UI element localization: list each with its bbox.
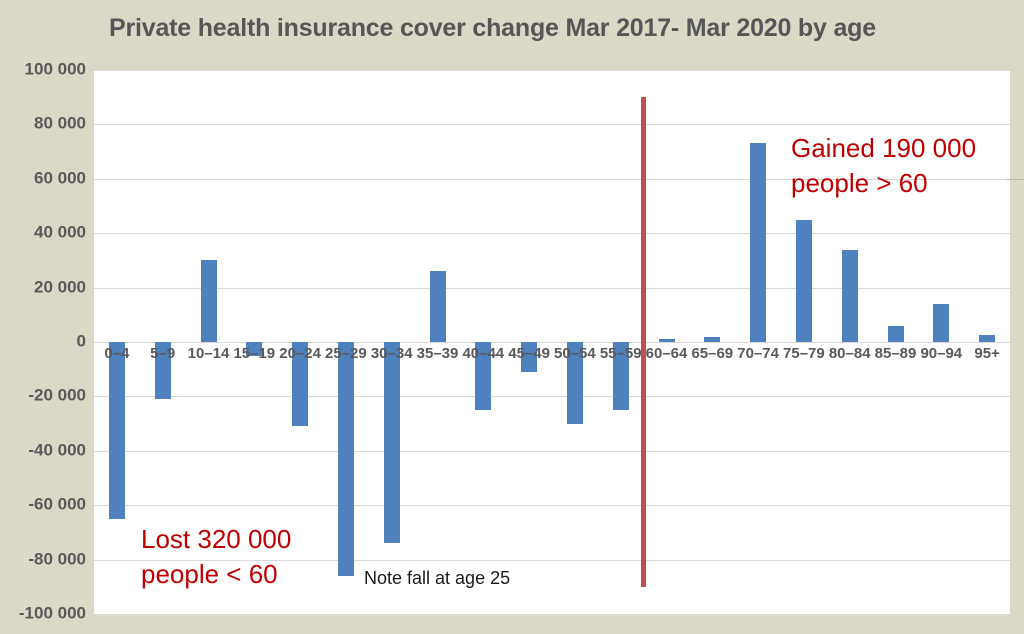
chart-title: Private health insurance cover change Ma…	[109, 14, 876, 42]
bar-40–44	[475, 342, 492, 410]
gridline	[94, 505, 1010, 507]
bar-45–49	[521, 342, 538, 372]
annotation-line: people < 60	[141, 559, 278, 589]
gridline	[94, 287, 1010, 289]
gridline	[94, 70, 1010, 71]
bar-60–64	[658, 339, 675, 342]
bar-30–34	[383, 342, 400, 544]
gridline	[94, 559, 1010, 561]
x-axis-label: 60–64	[645, 345, 688, 362]
bar-5–9	[154, 342, 171, 400]
y-axis-tick-label: 20 000	[34, 277, 86, 297]
gridline	[94, 233, 1010, 235]
y-axis-tick-label: -20 000	[28, 385, 86, 405]
plot-area	[94, 70, 1010, 615]
bar-55–59	[612, 342, 629, 410]
gridline	[94, 342, 1010, 343]
x-axis-label: 50–54	[554, 345, 596, 362]
x-axis-label: 55–59	[599, 345, 642, 362]
x-axis-label: 75–79	[783, 345, 825, 362]
x-axis-label: 5–9	[150, 345, 176, 362]
annotation-note-age-25: Note fall at age 25	[364, 568, 511, 588]
x-axis-label: 15–19	[233, 345, 276, 362]
bar-10–14	[200, 260, 217, 342]
annotation-lost-under-60: Lost 320 000 people < 60	[141, 522, 291, 592]
annotation-gained-over-60: Gained 190 000 people > 60	[791, 131, 976, 201]
bar-0–4	[108, 342, 125, 519]
x-axis-label: 65–69	[691, 345, 734, 362]
gridline	[94, 396, 1010, 398]
x-axis-label: 70–74	[737, 345, 779, 362]
gridline	[94, 178, 1010, 180]
bar-35–39	[429, 271, 446, 342]
bar-70–74	[750, 143, 767, 342]
bar-75–79	[795, 219, 812, 342]
bar-95+	[979, 335, 996, 342]
y-axis-tick-label: -60 000	[28, 494, 86, 514]
gridline	[94, 124, 1010, 126]
bar-15–19	[246, 342, 263, 356]
x-axis-label: 0–4	[104, 345, 130, 362]
x-axis-label: 35–39	[416, 345, 459, 362]
y-axis-tick-label: 60 000	[34, 168, 86, 188]
y-axis-tick-label: -40 000	[28, 440, 86, 460]
bar-50–54	[566, 342, 583, 424]
x-axis-label: 40–44	[462, 345, 505, 362]
bar-85–89	[887, 325, 904, 342]
x-axis-label: 95+	[974, 345, 1000, 362]
x-axis-label: 80–84	[828, 345, 871, 362]
x-axis-label: 85–89	[874, 345, 917, 362]
x-axis-label: 25–29	[325, 345, 367, 362]
x-axis-label: 90–94	[920, 345, 963, 362]
age-60-divider-line	[641, 97, 647, 587]
bar-65–69	[704, 336, 721, 342]
bar-20–24	[292, 342, 309, 427]
y-axis-tick-label: -100 000	[18, 603, 86, 623]
x-axis-label: 45–49	[508, 345, 550, 362]
right-axis-tick	[1006, 178, 1024, 180]
x-axis-label: 30–34	[370, 345, 413, 362]
annotation-line: people > 60	[791, 168, 928, 198]
y-axis-tick-label: -80 000	[28, 549, 86, 569]
x-axis-label: 10–14	[187, 345, 230, 362]
gridline	[94, 614, 1010, 615]
y-axis-tick-label: 100 000	[24, 59, 86, 79]
y-axis-tick-label: 40 000	[34, 222, 86, 242]
gridline	[94, 450, 1010, 452]
annotation-line: Lost 320 000	[141, 524, 292, 554]
y-axis-tick-label: 80 000	[34, 113, 86, 133]
bar-90–94	[933, 303, 950, 342]
bar-25–29	[337, 342, 354, 576]
annotation-line: Gained 190 000	[791, 133, 977, 163]
bar-80–84	[841, 249, 858, 342]
x-axis-label: 20–24	[279, 345, 321, 362]
y-axis-tick-label: 0	[76, 331, 86, 351]
